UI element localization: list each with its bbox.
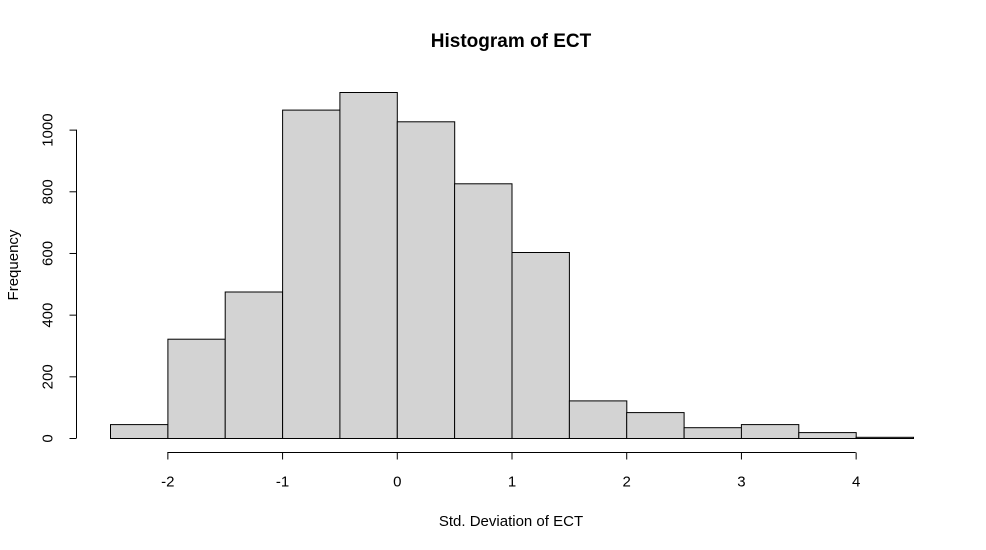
x-tick-label: 4 <box>852 474 860 491</box>
histogram-bar <box>740 424 800 440</box>
x-tick-label: -1 <box>276 474 289 491</box>
y-tick-label: 600 <box>40 241 57 266</box>
x-tick-label: 3 <box>737 474 745 491</box>
x-axis: -2 -1 0 1 2 3 4 <box>161 452 860 491</box>
histogram-bar <box>339 92 398 439</box>
histogram-bar <box>110 424 169 440</box>
histogram-bar <box>282 109 341 439</box>
bars-group <box>110 92 914 440</box>
y-tick-label: 1000 <box>40 113 57 146</box>
histogram-bar <box>511 252 570 439</box>
chart-title: Histogram of ECT <box>431 31 592 52</box>
histogram-bar <box>167 338 226 440</box>
histogram-bar <box>454 183 513 439</box>
histogram-bar <box>224 291 284 439</box>
y-tick-label: 0 <box>40 434 57 442</box>
x-tick-label: 2 <box>623 474 631 491</box>
histogram-bar <box>798 432 857 440</box>
y-tick-label: 200 <box>40 364 57 389</box>
x-tick-label: 1 <box>508 474 516 491</box>
histogram-bar <box>626 412 685 440</box>
x-axis-label: Std. Deviation of ECT <box>439 513 583 530</box>
y-axis-label: Frequency <box>5 229 22 300</box>
histogram-bar <box>568 400 628 439</box>
x-tick-label: -2 <box>161 474 174 491</box>
x-tick-label: 0 <box>393 474 401 491</box>
histogram-bar <box>683 427 742 440</box>
histogram-bar <box>396 121 456 440</box>
y-tick-label: 400 <box>40 303 57 328</box>
histogram-bar <box>855 436 914 439</box>
y-axis: 0 200 400 600 800 1000 <box>40 113 77 443</box>
y-tick-label: 800 <box>40 179 57 204</box>
